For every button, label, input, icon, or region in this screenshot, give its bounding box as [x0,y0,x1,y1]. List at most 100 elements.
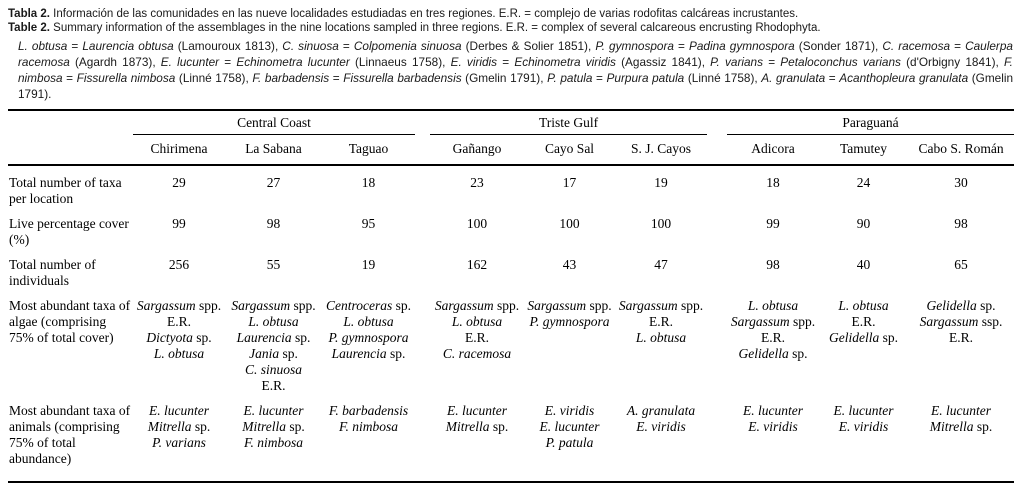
taxa-line: Gelidella sp. [738,346,808,361]
taxa-line: Dictyota sp. [146,330,212,345]
taxa-line: C. sinuosa [244,362,302,377]
value-cell: 27 [266,175,281,190]
taxa-line: E.R. [949,330,974,345]
value-cell: 98 [766,257,780,272]
location-header: Adicora [727,134,820,166]
group-spacer [415,109,430,135]
taxa-cell: E. lucunter Mitrella sp. P. varians [133,394,225,483]
value-cell: 100 [650,216,672,231]
taxa-line: F. barbadensis [328,403,409,418]
taxa-line: E. lucunter [743,403,804,418]
taxa-line: E. viridis [544,403,595,418]
value-cell: 40 [856,257,871,272]
taxa-line: E. viridis [748,419,798,434]
group-spacer [415,134,430,166]
taxa-line: E. lucunter [243,403,304,418]
taxa-line: Sargassum spp. [231,298,316,313]
taxa-line: L. obtusa [153,346,205,361]
table-row: Total number of taxa per location 29 27 18 2… [8,165,1014,207]
taxa-line: E. lucunter [833,403,894,418]
group-spacer [707,394,728,483]
group-spacer [415,289,430,394]
taxa-line: Jania sp. [249,346,298,361]
group-spacer [707,165,727,207]
value-cell: 19 [654,175,668,190]
location-header: Cabo S. Román [908,134,1015,166]
region-header-row: Central Coast Triste Gulf Paraguaná [8,109,1015,135]
region-header: Triste Gulf [430,109,708,135]
value-cell: 99 [172,216,186,231]
location-header: Taguao [322,134,415,166]
location-header-row: Chirimena La Sabana Taguao Gañango Cayo Sal S… [8,134,1015,166]
table-header: Central Coast Triste Gulf Paraguaná Chirim… [8,109,1015,166]
taxa-line: Sargassum spp. [136,298,222,313]
taxa-line: E. lucunter [931,403,992,418]
taxa-line: E.R. [649,314,674,329]
taxa-cell: A. granulata E. viridis [615,394,708,483]
caption-english: Table 2. Summary information of the asse… [8,21,1013,35]
taxa-line: Gelidella sp. [829,330,899,345]
taxa-cell: E. lucunter Mitrella sp. F. nimbosa [225,394,322,483]
taxa-cell: Gelidella sp. Sargassum ssp. E.R. [908,289,1014,394]
table-row: Most abundant taxa of animals (comprisin… [8,394,1015,483]
group-spacer [415,165,430,207]
value-cell: 98 [954,216,968,231]
value-cell: 90 [856,216,871,231]
value-cell: 256 [168,257,190,272]
location-header: Chirimena [133,134,225,166]
taxa-line: F. nimbosa [243,435,303,450]
taxa-cell: E. lucunter E. viridis [819,394,909,483]
value-cell: 47 [654,257,668,272]
taxa-line: L. obtusa [838,298,889,313]
value-cell: 23 [470,175,484,190]
location-header: Tamutey [819,134,909,166]
taxa-line: Centroceras sp. [325,298,411,313]
location-header: Gañango [430,134,524,166]
value-cell: 55 [266,257,281,272]
row-label: Most abundant taxa of animals (comprisin… [8,394,133,483]
taxa-line: F. nimbosa [338,419,398,434]
taxa-line: Sargassum spp. [730,314,816,329]
value-cell: 18 [766,175,780,190]
caption-english-text: Summary information of the assemblages i… [49,22,821,34]
table-row: Live percentage cover (%) 99 98 95 100 100 100… [8,207,1014,248]
group-spacer [415,207,430,248]
taxa-cell: L. obtusa Sargassum spp. E.R. Gelidella sp. [727,289,819,394]
taxa-line: L. obtusa [635,330,687,345]
table-body: Total number of taxa per location 29 27 18 2… [8,165,1015,483]
taxa-line: Gelidella sp. [926,298,996,313]
row-label: Total number of individuals [9,257,96,288]
corner-cell [8,134,133,166]
taxa-line: P. varians [152,435,206,450]
row-label: Total number of taxa per location [9,175,122,206]
taxa-cell: Sargassum spp. E.R. Dictyota sp. L. obtusa [133,289,225,394]
taxa-line: Laurencia sp. [236,330,311,345]
taxa-cell: E. lucunter Mitrella sp. [908,394,1015,483]
value-cell: 98 [266,216,281,231]
taxa-line: E.R. [851,314,876,329]
taxa-cell: Sargassum spp. E.R. L. obtusa [615,289,707,394]
group-spacer [707,207,727,248]
taxa-cell: L. obtusa E.R. Gelidella sp. [819,289,908,394]
taxa-line: L. obtusa [747,298,799,313]
taxa-cell: F. barbadensis F. nimbosa [322,394,415,483]
group-spacer [707,289,727,394]
location-header: S. J. Cayos [615,134,708,166]
data-table: Central Coast Triste Gulf Paraguaná Chirim… [8,109,1015,483]
row-label: Most abundant taxa of algae (comprising … [9,298,131,345]
taxa-line: A. granulata [626,403,696,418]
caption-english-label: Table 2. [8,22,50,34]
value-cell: 17 [562,175,577,190]
taxa-cell: E. lucunter Mitrella sp. [430,394,524,483]
row-label: Live percentage cover (%) [9,216,129,247]
taxa-cell: Sargassum spp. L. obtusa Laurencia sp. Jani… [225,289,322,394]
value-cell: 162 [466,257,488,272]
taxa-line: Laurencia sp. [331,346,406,361]
table-row: Total number of individuals 256 55 19 162 43 4… [8,248,1014,289]
taxa-line: L. obtusa [451,314,503,329]
taxa-line: E. lucunter [539,419,600,434]
taxa-line: E. lucunter [149,403,209,418]
region-header: Paraguaná [727,109,1015,135]
taxa-cell: Centroceras sp. L. obtusa P. gymnospora Lau… [322,289,415,394]
value-cell: 18 [361,175,376,190]
